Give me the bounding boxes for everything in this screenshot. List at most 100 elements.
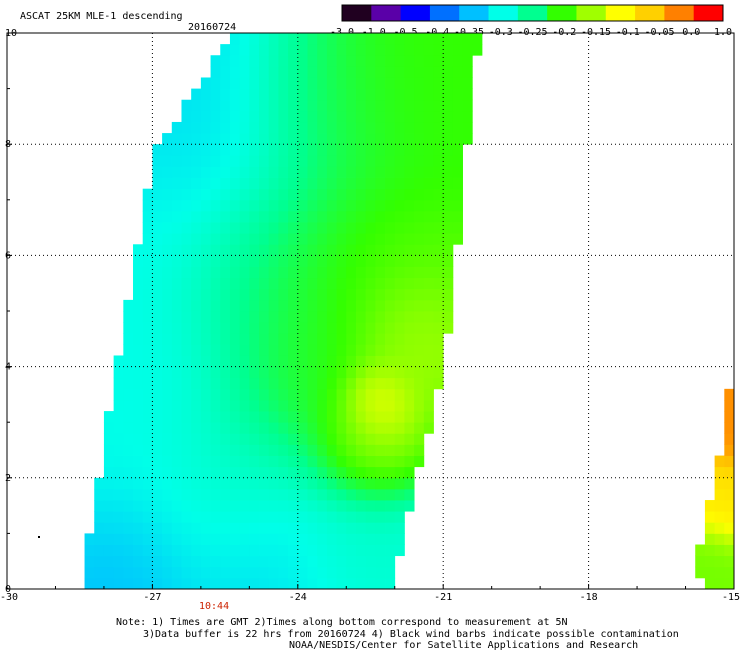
swath-cell — [346, 33, 357, 45]
swath-cell — [229, 99, 241, 112]
swath-cell — [356, 589, 366, 601]
swath-cell — [210, 477, 221, 490]
swath-cell — [724, 511, 734, 523]
swath-cell — [142, 433, 153, 445]
swath-cell — [259, 544, 270, 557]
swath-cell — [326, 500, 337, 512]
swath-cell — [94, 555, 105, 568]
time-label: 10:44 — [199, 601, 229, 612]
swath-cell — [230, 589, 240, 601]
swath-cell — [103, 444, 115, 456]
swath-cell — [336, 344, 347, 356]
swath-cell — [259, 77, 270, 89]
swath-cell — [355, 210, 367, 223]
swath-cell — [734, 411, 740, 423]
swath-cell — [307, 33, 318, 34]
swath-cell — [355, 399, 367, 412]
swath-cell — [162, 477, 173, 490]
swath-cell — [191, 566, 202, 579]
swath-cell — [394, 99, 405, 112]
swath-cell — [181, 299, 192, 312]
swath-cell — [162, 333, 173, 345]
swath-cell — [297, 311, 308, 323]
swath-cell — [229, 66, 241, 78]
swath-cell — [355, 199, 367, 212]
swath-cell — [297, 455, 308, 468]
swath-cell — [152, 455, 163, 468]
swath-cell — [210, 166, 221, 178]
swath-cell — [249, 477, 260, 490]
swath-cell — [133, 500, 144, 512]
swath-cell — [317, 299, 328, 312]
swath-cell — [200, 511, 211, 523]
swath-cell — [288, 88, 299, 101]
swath-cell — [375, 433, 386, 445]
swath-cell — [346, 388, 357, 401]
swath-cell — [220, 77, 231, 89]
swath-cell — [181, 388, 192, 401]
swath-cell — [317, 466, 328, 479]
swath-cell — [714, 511, 725, 523]
swath-cell — [404, 244, 415, 256]
swath-cell — [404, 155, 415, 167]
swath-cell — [249, 522, 260, 534]
swath-cell — [249, 110, 260, 123]
swath-cell — [414, 88, 425, 101]
swath-cell — [297, 299, 308, 312]
swath-cell — [297, 477, 308, 490]
swath-cell — [288, 455, 299, 468]
swath-cell — [278, 433, 289, 445]
swath-cell — [229, 366, 241, 379]
swath-cell — [249, 255, 260, 267]
swath-cell — [307, 99, 318, 112]
swath-cell — [181, 266, 192, 279]
swath-cell — [288, 177, 299, 190]
swath-cell — [278, 288, 289, 301]
swath-cell — [200, 544, 211, 557]
swath-cell — [181, 99, 192, 112]
swath-cell — [346, 333, 357, 345]
swath-cell — [191, 233, 202, 245]
swath-cell — [162, 155, 173, 167]
swath-cell — [385, 99, 396, 112]
swath-cell — [375, 155, 386, 167]
swath-cell — [355, 44, 367, 56]
swath-cell — [326, 99, 337, 112]
swath-cell — [433, 266, 444, 279]
swath-cell — [336, 366, 347, 379]
swath-cell — [317, 333, 328, 345]
swath-cell — [336, 355, 347, 367]
swath-cell — [268, 55, 279, 67]
swath-cell — [375, 233, 386, 245]
axis-tick-marks — [6, 32, 735, 590]
swath-cell — [229, 544, 241, 557]
swath-cell — [346, 355, 357, 367]
swath-cell — [123, 366, 134, 379]
swath-cell — [404, 399, 415, 412]
swath-cell — [375, 411, 386, 423]
swath-cell — [365, 344, 376, 356]
swath-cell — [142, 322, 153, 334]
swath-cell — [326, 566, 337, 579]
swath-cell — [414, 155, 425, 167]
swath-cell — [423, 199, 434, 212]
swath-cell — [142, 222, 153, 234]
swath-cell — [326, 55, 337, 67]
swath-cell — [142, 411, 153, 423]
swath-cell — [239, 55, 250, 67]
swath-cell — [414, 133, 425, 145]
swath-cell — [142, 533, 153, 545]
swath-cell — [326, 433, 337, 445]
swath-cell — [259, 33, 270, 34]
swath-cell — [210, 266, 221, 279]
swath-cell — [278, 455, 289, 468]
swath-cell — [462, 133, 473, 145]
swath-cell — [152, 266, 163, 279]
swath-cell — [181, 177, 192, 190]
swath-cell — [433, 344, 444, 356]
swath-cell — [443, 88, 454, 101]
swath-cell — [103, 544, 115, 557]
swath-cell — [414, 110, 425, 123]
swath-cell — [200, 533, 211, 545]
swath-cell — [404, 311, 415, 323]
